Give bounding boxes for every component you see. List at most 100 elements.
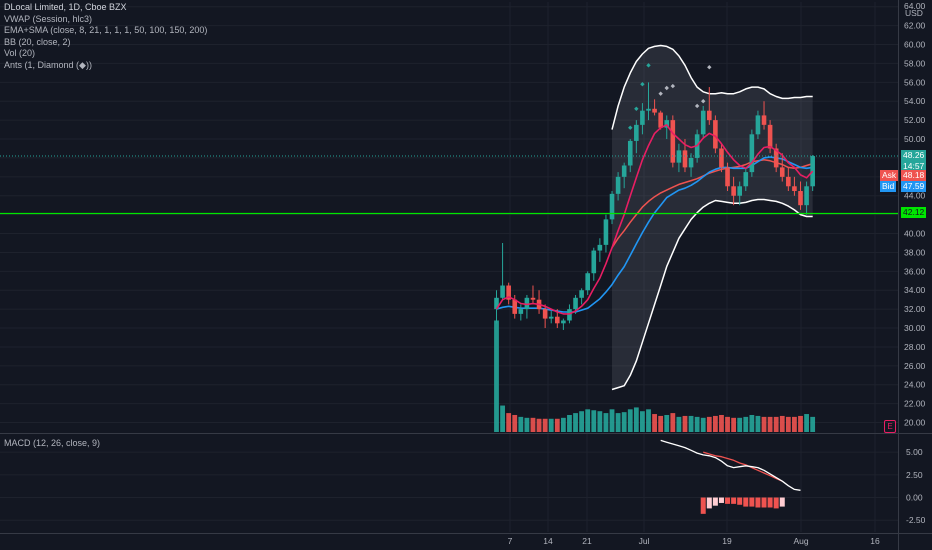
volume-bar [707, 417, 712, 432]
macd-hist-bar [780, 498, 785, 507]
axis-tick-label: 58.00 [904, 58, 926, 68]
candle-body [628, 141, 633, 166]
volume-bar [597, 411, 602, 432]
candle-body [792, 186, 797, 191]
time-axis-label: Jul [639, 536, 650, 546]
volume-bar [525, 418, 530, 432]
bb-fill [612, 45, 813, 389]
candle-body [591, 251, 596, 274]
volume-bar [640, 411, 645, 432]
candle-body [610, 194, 615, 220]
indicator-vwap[interactable]: VWAP (Session, hlc3) [4, 14, 207, 26]
candle-body [743, 172, 748, 186]
candle-body [549, 317, 554, 319]
axis-tick-label: 30.00 [904, 323, 926, 333]
volume-bars [494, 320, 815, 432]
candle-body [512, 300, 517, 314]
bid-tag: Bid [880, 181, 896, 192]
legend: DLocal Limited, 1D, Cboe BZX VWAP (Sessi… [4, 2, 207, 72]
candle-body [646, 109, 651, 111]
macd-legend[interactable]: MACD (12, 26, close, 9) [4, 438, 100, 448]
axis-tick-label: 44.00 [904, 191, 926, 201]
volume-bar [628, 409, 633, 432]
ask-tag: Ask [880, 170, 898, 181]
volume-bar [549, 419, 554, 432]
volume-bar [725, 417, 730, 432]
time-axis-label: 7 [508, 536, 513, 546]
macd-hist-bar [768, 498, 773, 508]
volume-bar [573, 413, 578, 432]
candle-body [652, 109, 657, 113]
axis-tick-label: 60.00 [904, 40, 926, 50]
volume-bar [616, 413, 621, 432]
candle-body [731, 186, 736, 195]
volume-bar [518, 417, 523, 432]
indicator-bb[interactable]: BB (20, close, 2) [4, 37, 207, 49]
macd-hist-bar [755, 498, 760, 508]
candle-body [707, 111, 712, 120]
volume-bar [543, 419, 548, 432]
volume-bar [622, 412, 627, 432]
volume-bar [579, 411, 584, 432]
volume-bar [610, 409, 615, 432]
candle-body [798, 191, 803, 205]
candle-body [500, 286, 505, 298]
candle-body [561, 320, 566, 323]
candle-body [683, 150, 688, 167]
bid-price-badge: 47.59 [901, 181, 926, 192]
volume-bar [798, 416, 803, 432]
candle-body [604, 219, 609, 245]
candle-body [640, 111, 645, 125]
volume-bar [512, 415, 517, 432]
axis-tick-label: 34.00 [904, 285, 926, 295]
volume-bar [743, 417, 748, 432]
volume-bar [683, 416, 688, 432]
volume-bar [585, 409, 590, 432]
volume-bar [713, 416, 718, 432]
candle-body [725, 167, 730, 186]
axis-tick-label: 40.00 [904, 229, 926, 239]
macd-hist-bar [725, 498, 730, 504]
candle-body [531, 298, 536, 300]
axis-tick-label: 28.00 [904, 342, 926, 352]
volume-bar [567, 415, 572, 432]
volume-bar [737, 418, 742, 432]
macd-hist-bar [743, 498, 748, 507]
earnings-marker[interactable]: E [884, 420, 896, 433]
symbol-title[interactable]: DLocal Limited, 1D, Cboe BZX [4, 2, 207, 14]
volume-bar [664, 415, 669, 432]
volume-bar [531, 418, 536, 432]
axis-unit-label: USD [905, 8, 923, 18]
indicator-vol[interactable]: Vol (20) [4, 48, 207, 60]
candle-body [598, 245, 603, 251]
volume-bar [804, 414, 809, 432]
grid-lines [0, 2, 898, 532]
candle-body [567, 309, 572, 320]
indicator-ants[interactable]: Ants (1, Diamond (◆)) [4, 60, 207, 72]
time-axis-label: 14 [543, 536, 553, 546]
volume-bar [555, 419, 560, 432]
macd-axis-label: 5.00 [906, 447, 923, 457]
macd-hist-bar [707, 498, 712, 509]
macd-axis-label: -2.50 [906, 515, 926, 525]
volume-bar [670, 413, 675, 432]
candle-body [579, 290, 584, 298]
axis-tick-label: 56.00 [904, 77, 926, 87]
volume-bar [652, 414, 657, 432]
indicator-ema-sma[interactable]: EMA+SMA (close, 8, 21, 1, 1, 1, 50, 100,… [4, 25, 207, 37]
volume-bar [786, 417, 791, 432]
volume-bar [749, 415, 754, 432]
candle-body [737, 186, 742, 195]
volume-bar [695, 417, 700, 432]
volume-bar [719, 415, 724, 432]
candle-body [658, 113, 663, 128]
macd-hist-bar [701, 498, 706, 514]
time-axis-label: Aug [793, 536, 808, 546]
macd-hist-bar [762, 498, 767, 508]
volume-bar [774, 417, 779, 432]
candle-body [616, 177, 621, 194]
volume-bar [604, 413, 609, 432]
axis-tick-label: 62.00 [904, 21, 926, 31]
candle-body [768, 125, 773, 149]
